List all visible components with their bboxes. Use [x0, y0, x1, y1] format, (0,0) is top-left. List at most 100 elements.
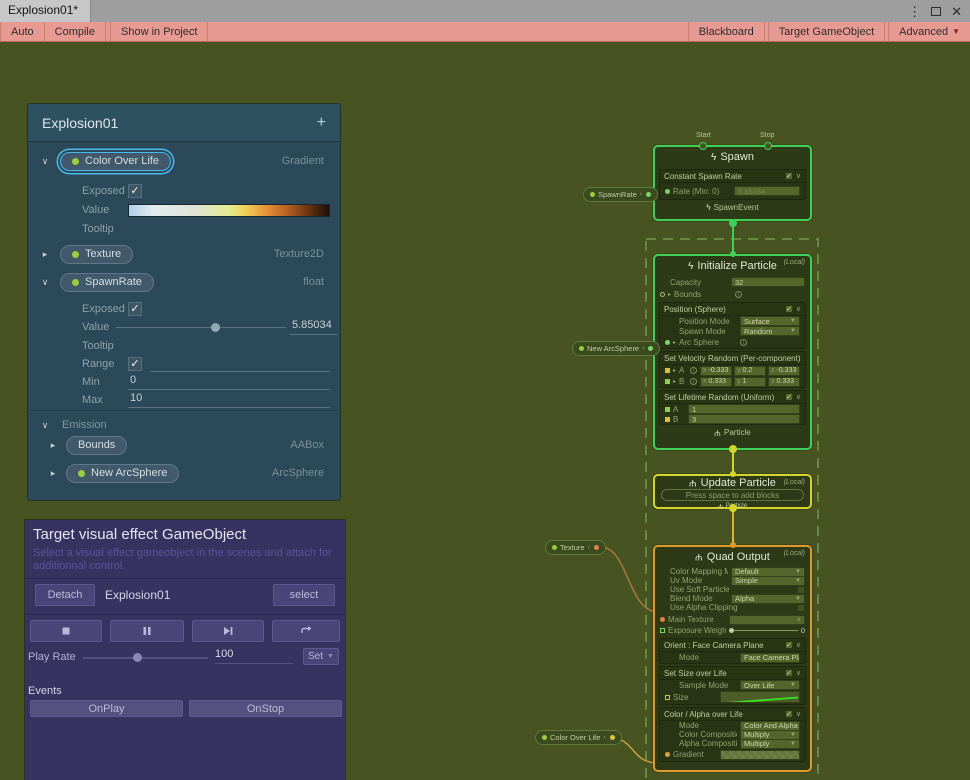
- property-spawnrate[interactable]: ∨ SpawnRate float: [28, 271, 340, 293]
- pill-texture[interactable]: Texture ‹: [545, 540, 606, 555]
- show-in-project-button[interactable]: Show in Project: [110, 22, 208, 41]
- set-size-over-life-block[interactable]: Set Size over Life ✓ ∨ Sample Mode Over …: [659, 666, 806, 705]
- onstop-button[interactable]: OnStop: [189, 700, 342, 717]
- chevron-right-icon[interactable]: ▸: [38, 249, 52, 260]
- property-pill-spawnrate[interactable]: SpawnRate: [60, 273, 154, 292]
- velocity-a-z-field[interactable]: z-0.333: [768, 366, 800, 376]
- size-port[interactable]: [665, 695, 670, 700]
- stop-button[interactable]: [30, 620, 102, 642]
- block-enabled-checkbox[interactable]: ✓: [785, 172, 793, 180]
- block-collapse-icon[interactable]: ∨: [796, 393, 801, 401]
- rate-value-field[interactable]: 5.85034: [734, 186, 800, 196]
- main-texture-field[interactable]: ∨: [729, 615, 805, 625]
- auto-button[interactable]: Auto: [0, 22, 45, 41]
- tab-explosion01[interactable]: Explosion01*: [0, 0, 91, 22]
- add-property-button[interactable]: +: [317, 114, 326, 132]
- exposure-weight-value[interactable]: 0: [801, 626, 805, 635]
- velocity-a-y-field[interactable]: y0.2: [734, 366, 766, 376]
- property-color-over-life[interactable]: ∨ Color Over Life Gradient: [28, 150, 340, 172]
- space-tag[interactable]: (Local): [784, 479, 805, 486]
- rate-input-port[interactable]: [665, 189, 670, 194]
- chevron-right-icon[interactable]: ▸: [673, 367, 676, 374]
- select-button[interactable]: select: [273, 584, 335, 606]
- edge-texture-to-maintexture[interactable]: [601, 547, 658, 612]
- use-alpha-clipping-checkbox[interactable]: [797, 604, 805, 612]
- exposure-weight-slider[interactable]: 0: [729, 626, 805, 635]
- gradient-swatch[interactable]: [128, 204, 330, 217]
- max-field[interactable]: 10: [130, 392, 142, 404]
- play-rate-slider-handle[interactable]: [133, 653, 142, 662]
- property-pill-bounds[interactable]: Bounds: [66, 436, 127, 455]
- gradient-input-port[interactable]: [665, 752, 670, 757]
- pill-spawnrate[interactable]: SpawnRate ‹: [583, 187, 658, 202]
- velocity-a-x-field[interactable]: x-0.333: [700, 366, 732, 376]
- chevron-down-icon[interactable]: ∨: [38, 156, 52, 167]
- blend-mode-dropdown[interactable]: Alpha▼: [731, 594, 805, 604]
- orient-block[interactable]: Orient : Face Camera Plane ✓ ∨ Mode Face…: [659, 638, 806, 664]
- step-button[interactable]: [192, 620, 264, 642]
- blackboard-panel[interactable]: Explosion01 + ∨ Color Over Life Gradient…: [28, 104, 340, 500]
- block-collapse-icon[interactable]: ∨: [796, 641, 801, 649]
- sample-mode-dropdown[interactable]: Over Life▼: [740, 680, 800, 690]
- exposed-checkbox[interactable]: ✓: [128, 184, 142, 198]
- spawn-node[interactable]: Start Stop ϟ Spawn Constant Spawn Rate ✓…: [653, 145, 812, 221]
- block-collapse-icon[interactable]: ∨: [796, 710, 801, 718]
- velocity-b-x-field[interactable]: x0.333: [700, 377, 732, 387]
- set-dropdown-button[interactable]: Set▼: [303, 648, 339, 665]
- bounds-input-port[interactable]: [660, 292, 665, 297]
- detach-button[interactable]: Detach: [35, 584, 95, 606]
- collapse-icon[interactable]: ‹: [588, 544, 590, 551]
- collapse-icon[interactable]: ‹: [603, 734, 605, 741]
- pill-output-port[interactable]: [594, 545, 599, 550]
- maximize-icon[interactable]: [931, 7, 941, 16]
- position-sphere-block[interactable]: Position (Sphere) ✓ ∨ Position Mode Surf…: [659, 302, 806, 349]
- close-icon[interactable]: ✕: [951, 5, 962, 18]
- category-emission[interactable]: ∨ Emission: [28, 414, 340, 436]
- blackboard-toggle-button[interactable]: Blackboard: [688, 22, 765, 41]
- set-velocity-random-block[interactable]: Set Velocity Random (Per-component) ✓ ∨ …: [659, 351, 806, 388]
- alpha-composition-dropdown[interactable]: Multiply▼: [740, 739, 800, 749]
- value-field[interactable]: 5.85034: [292, 319, 332, 331]
- uv-mode-dropdown[interactable]: Simple▼: [731, 576, 805, 586]
- property-pill-color-over-life[interactable]: Color Over Life: [60, 152, 171, 171]
- property-texture[interactable]: ▸ Texture Texture2D: [28, 243, 340, 265]
- set-lifetime-random-block[interactable]: Set Lifetime Random (Uniform) ✓ ∨ A 1 B …: [659, 390, 806, 425]
- min-field[interactable]: 0: [130, 374, 136, 386]
- property-pill-new-arcsphere[interactable]: New ArcSphere: [66, 464, 179, 483]
- add-blocks-placeholder[interactable]: Press space to add blocks: [661, 489, 804, 501]
- property-pill-texture[interactable]: Texture: [60, 245, 133, 264]
- restart-button[interactable]: [272, 620, 340, 642]
- lifetime-a-port[interactable]: [665, 407, 670, 412]
- velocity-b-y-field[interactable]: y1: [734, 377, 766, 387]
- graph-canvas[interactable]: Start Stop ϟ Spawn Constant Spawn Rate ✓…: [0, 42, 970, 780]
- initialize-particle-node[interactable]: ϟ Initialize Particle (Local) Capacity 3…: [653, 254, 812, 450]
- lifetime-a-field[interactable]: 1: [688, 404, 800, 414]
- position-mode-dropdown[interactable]: Surface▼: [740, 316, 800, 326]
- arcsphere-input-port[interactable]: [665, 340, 670, 345]
- gradient-field[interactable]: [720, 750, 800, 760]
- velocity-b-port[interactable]: [665, 379, 670, 384]
- property-bounds[interactable]: ▸ Bounds AABox: [28, 434, 340, 456]
- color-alpha-over-life-block[interactable]: Color / Alpha over Life ✓ ∨ Mode Color A…: [659, 707, 806, 762]
- chevron-right-icon[interactable]: ▸: [673, 339, 676, 346]
- update-particle-node[interactable]: Ψ Update Particle (Local) Press space to…: [653, 474, 812, 509]
- collapse-icon[interactable]: ‹: [642, 345, 644, 352]
- chevron-right-icon[interactable]: ▸: [46, 440, 60, 451]
- space-tag[interactable]: (Local): [784, 259, 805, 266]
- pill-new-arcsphere[interactable]: New ArcSphere ‹: [572, 341, 660, 356]
- orient-mode-dropdown[interactable]: Face Camera Plane▼: [740, 653, 800, 663]
- pill-output-port[interactable]: [610, 735, 615, 740]
- block-collapse-icon[interactable]: ∨: [796, 305, 801, 313]
- value-slider-handle[interactable]: [211, 323, 220, 332]
- target-gameobject-toggle-button[interactable]: Target GameObject: [768, 22, 885, 41]
- size-curve-field[interactable]: [720, 691, 800, 703]
- main-texture-input-port[interactable]: [660, 617, 665, 622]
- velocity-a-port[interactable]: [665, 368, 670, 373]
- chevron-right-icon[interactable]: ▸: [668, 291, 671, 298]
- pill-output-port[interactable]: [646, 192, 651, 197]
- quad-output-node[interactable]: Ψ Quad Output (Local) Color Mapping Mode…: [653, 545, 812, 772]
- chevron-right-icon[interactable]: ▸: [673, 378, 676, 385]
- lifetime-b-field[interactable]: 3: [688, 414, 800, 424]
- constant-spawn-rate-block[interactable]: Constant Spawn Rate ✓ ∨ Rate (Min: 0) 5.…: [659, 169, 806, 200]
- block-enabled-checkbox[interactable]: ✓: [785, 669, 793, 677]
